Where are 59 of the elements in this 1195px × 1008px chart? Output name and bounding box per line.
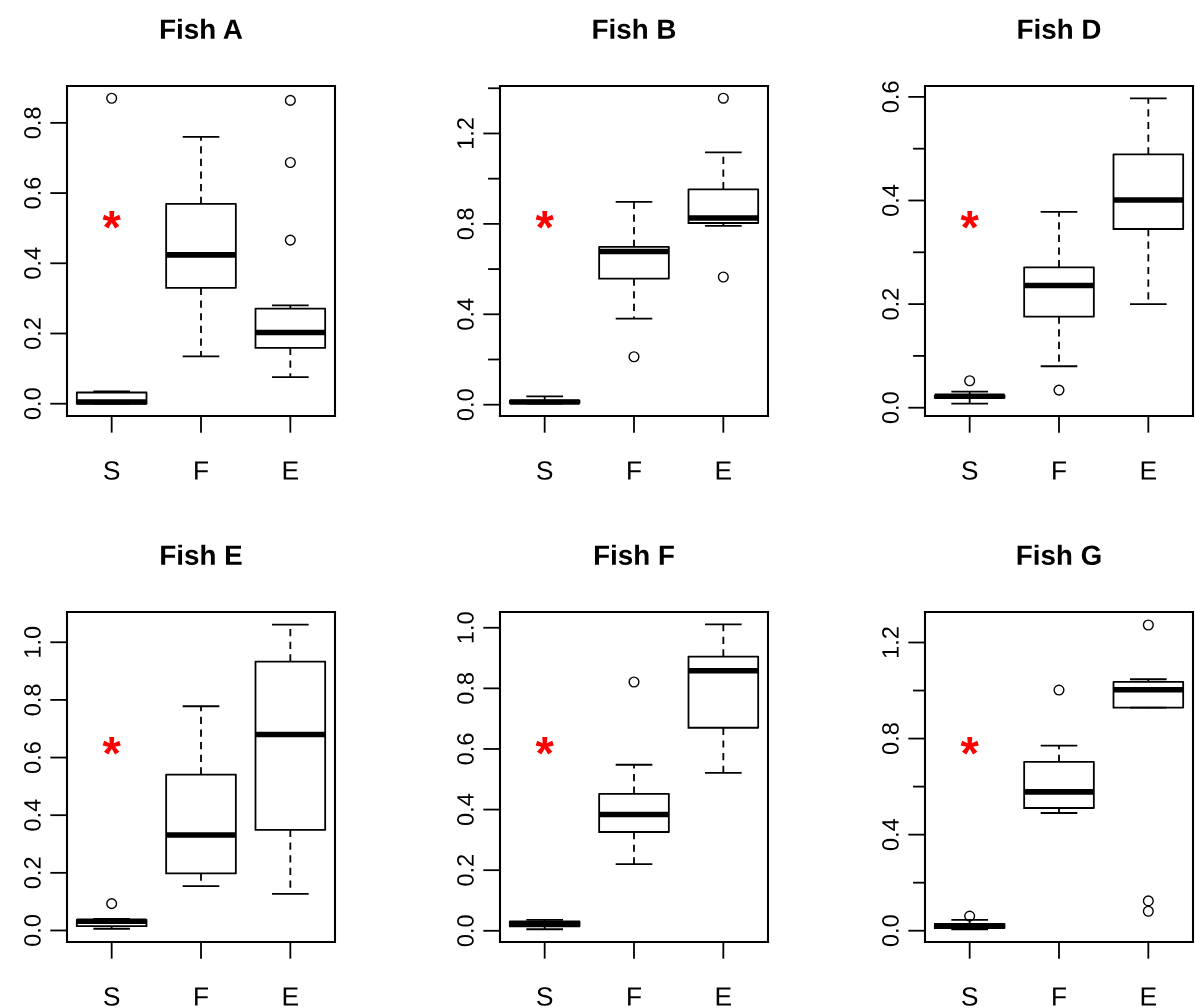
x-tick-label: E — [716, 987, 731, 1006]
x-tick-label: S — [104, 987, 120, 1006]
chart-title: Fish G — [1017, 544, 1101, 566]
y-tick-label: 0.4 — [457, 793, 474, 826]
x-tick-label: E — [1141, 461, 1156, 480]
x-tick-label: S — [962, 987, 978, 1006]
x-tick-label: F — [1053, 461, 1066, 480]
x-tick-label: F — [195, 461, 208, 480]
y-tick-label: 0.4 — [457, 298, 474, 330]
x-tick-label: S — [537, 987, 553, 1006]
annotation: * — [960, 736, 979, 755]
x-tick-label: S — [962, 461, 978, 480]
x-tick-label: F — [1053, 987, 1066, 1006]
y-tick-label: 0.0 — [24, 914, 41, 946]
chart-title: Fish F — [594, 544, 674, 566]
x-tick-label: E — [716, 461, 731, 480]
x-tick-label: S — [537, 461, 553, 480]
y-tick-label: 0.0 — [24, 388, 41, 420]
y-tick-label: 0.4 — [24, 247, 41, 279]
y-tick-label: 0.0 — [457, 389, 474, 421]
y-tick-label: 0.8 — [24, 107, 41, 139]
y-tick-label: 0.2 — [882, 288, 899, 320]
x-tick-label: F — [628, 461, 641, 480]
x-tick-label: E — [283, 987, 298, 1006]
y-tick-label: 0.4 — [882, 184, 899, 216]
annotation: * — [535, 210, 554, 229]
chart-title: Fish E — [161, 544, 242, 566]
y-tick-label: 0.8 — [24, 684, 41, 716]
y-tick-label: 0.6 — [882, 81, 899, 113]
y-tick-label: 0.6 — [24, 742, 41, 774]
y-tick-label: 0.8 — [882, 723, 899, 755]
y-tick-label: 0.0 — [882, 392, 899, 424]
annotation: * — [102, 736, 121, 755]
y-tick-label: 0.0 — [882, 915, 899, 947]
y-tick-label: 0.2 — [24, 857, 41, 889]
y-tick-label: 0.4 — [882, 818, 899, 851]
y-tick-label: 1.2 — [457, 118, 474, 149]
y-tick-label: 0.8 — [457, 208, 474, 240]
y-tick-label: 1.0 — [457, 612, 474, 643]
y-tick-label: 0.2 — [457, 854, 474, 886]
y-tick-label: 0.0 — [457, 915, 474, 947]
annotation: * — [535, 736, 554, 755]
y-tick-label: 0.2 — [24, 318, 41, 349]
x-tick-label: E — [1141, 987, 1156, 1006]
x-tick-label: F — [195, 987, 208, 1006]
y-tick-label: 0.6 — [24, 177, 41, 209]
y-tick-label: 0.6 — [457, 733, 474, 765]
y-tick-label: 0.8 — [457, 672, 474, 704]
chart-title: Fish D — [1018, 18, 1101, 40]
chart-title: Fish A — [160, 18, 243, 40]
y-tick-label: 1.0 — [24, 626, 41, 657]
x-tick-label: F — [628, 987, 641, 1006]
x-tick-label: E — [283, 461, 298, 480]
y-tick-label: 1.2 — [882, 627, 899, 658]
chart-title: Fish B — [593, 18, 676, 40]
annotation: * — [960, 210, 979, 229]
y-tick-label: 0.4 — [24, 799, 41, 831]
x-tick-label: S — [104, 461, 120, 480]
annotation: * — [102, 210, 121, 229]
